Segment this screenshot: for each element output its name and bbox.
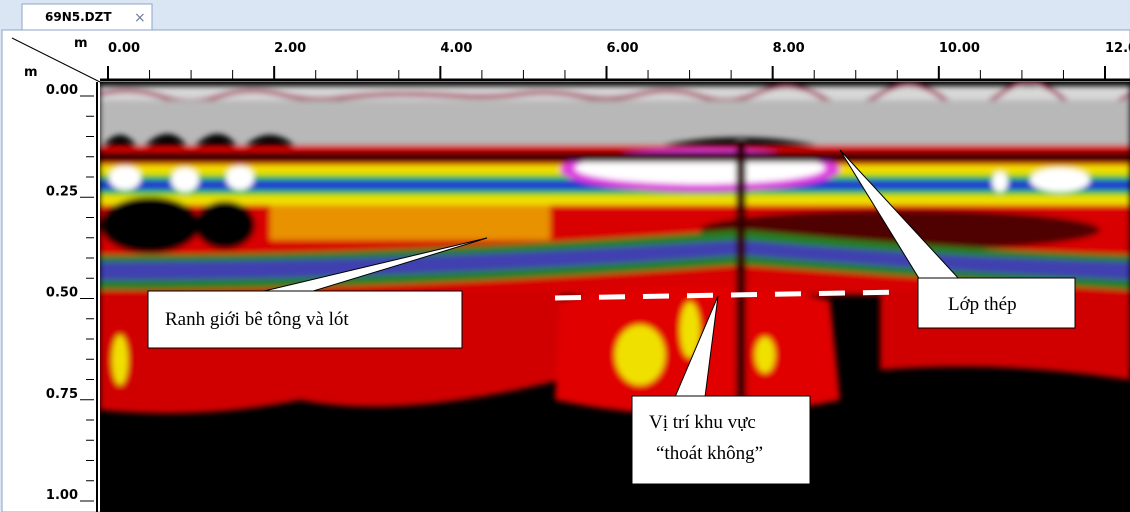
tab-close[interactable]: × bbox=[134, 10, 146, 26]
tab-title: 69N5.DZT bbox=[45, 10, 112, 24]
x-unit: m bbox=[74, 36, 88, 51]
tab[interactable] bbox=[21, 3, 153, 31]
callout-boundary: Ranh giới bê tông và lót bbox=[165, 309, 349, 330]
x-tick-label: 2.00 bbox=[274, 41, 306, 56]
void-line bbox=[554, 289, 906, 301]
y-unit: m bbox=[24, 65, 38, 80]
y-tick-label: 0.00 bbox=[46, 83, 78, 98]
y-tick-label: 0.75 bbox=[46, 387, 78, 402]
callout-box bbox=[147, 290, 463, 349]
callout-void-line1: Vị trí khu vực bbox=[649, 412, 756, 433]
x-tick-label: 6.00 bbox=[607, 41, 639, 56]
y-tick-label: 0.25 bbox=[46, 184, 78, 199]
x-tick-label: 10.00 bbox=[939, 41, 980, 56]
x-tick-label: 4.00 bbox=[440, 41, 472, 56]
corner-diagonal bbox=[11, 37, 101, 83]
callout-box bbox=[917, 277, 1076, 329]
x-tick-label: 12.00 bbox=[1105, 41, 1130, 56]
y-tick-label: 1.00 bbox=[46, 488, 78, 503]
x-tick-label: 8.00 bbox=[773, 41, 805, 56]
callout-steel: Lớp thép bbox=[948, 294, 1017, 315]
callout-box bbox=[631, 395, 811, 485]
callout-void-line2: “thoát không” bbox=[656, 443, 763, 464]
y-tick-label: 0.50 bbox=[46, 286, 78, 301]
tab-bar bbox=[0, 0, 1130, 30]
x-tick-label: 0.00 bbox=[108, 41, 140, 56]
